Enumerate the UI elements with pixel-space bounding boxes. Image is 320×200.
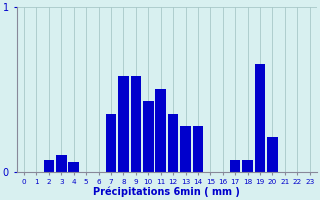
- Bar: [193, 126, 203, 172]
- Bar: [156, 89, 166, 172]
- Bar: [44, 160, 54, 172]
- Bar: [242, 160, 253, 172]
- Bar: [267, 137, 278, 172]
- Bar: [143, 101, 154, 172]
- Bar: [230, 160, 241, 172]
- Bar: [168, 114, 178, 172]
- Bar: [131, 76, 141, 172]
- Bar: [255, 64, 265, 172]
- Bar: [56, 155, 67, 172]
- Bar: [180, 126, 191, 172]
- Bar: [106, 114, 116, 172]
- Bar: [68, 162, 79, 172]
- X-axis label: Précipitations 6min ( mm ): Précipitations 6min ( mm ): [93, 187, 240, 197]
- Bar: [118, 76, 129, 172]
